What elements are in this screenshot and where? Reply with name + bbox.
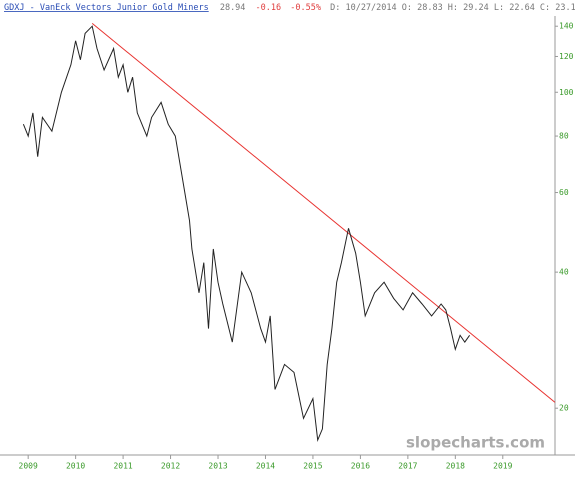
x-tick-label: 2011 <box>113 462 132 471</box>
change: -0.16 <box>256 3 282 13</box>
price-line <box>22 25 471 443</box>
change-pct: -0.55% <box>290 3 321 13</box>
x-tick-label: 2016 <box>351 462 370 471</box>
y-tick-label: 40 <box>559 268 569 277</box>
x-tick-label: 2013 <box>208 462 227 471</box>
symbol[interactable]: GDXJ - VanEck Vectors Junior Gold Miners <box>4 3 209 13</box>
x-tick-label: 2012 <box>161 462 180 471</box>
y-tick-label: 140 <box>559 22 574 31</box>
x-tick-label: 2015 <box>303 462 322 471</box>
y-tick-label: 60 <box>559 188 569 197</box>
x-tick-label: 2019 <box>493 462 512 471</box>
x-tick-label: 2018 <box>446 462 465 471</box>
header: GDXJ - VanEck Vectors Junior Gold Miners… <box>4 3 575 13</box>
y-tick-label: 80 <box>559 132 569 141</box>
x-tick-label: 2009 <box>19 462 38 471</box>
last: 28.94 <box>220 3 246 13</box>
stats: D: 10/27/2014 O: 28.83 H: 29.24 L: 22.64… <box>330 3 575 13</box>
watermark: slopecharts.com <box>406 434 545 452</box>
trendline <box>91 23 556 403</box>
x-tick-label: 2010 <box>66 462 85 471</box>
y-tick-label: 20 <box>559 404 569 413</box>
y-tick-label: 120 <box>559 52 574 61</box>
x-tick-label: 2014 <box>256 462 275 471</box>
y-tick-label: 100 <box>559 88 574 97</box>
x-tick-label: 2017 <box>398 462 417 471</box>
